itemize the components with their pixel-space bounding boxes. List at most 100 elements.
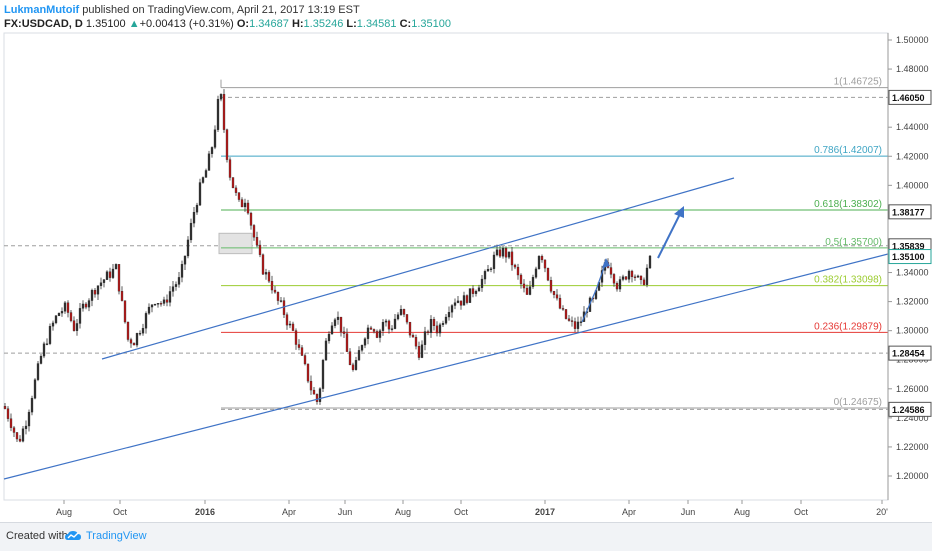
x-tick-label: 2017 — [535, 507, 555, 517]
candle — [48, 323, 52, 346]
candle — [198, 178, 202, 206]
candle — [39, 354, 43, 365]
candle — [411, 333, 415, 338]
candle — [153, 303, 157, 306]
candle-body — [123, 300, 127, 323]
candle-body — [15, 432, 19, 440]
fib-level-label: 1(1.46725) — [834, 77, 882, 88]
candle — [18, 435, 22, 443]
symbol-label[interactable]: FX:USDCAD, D — [4, 18, 83, 30]
candle-body — [465, 295, 469, 303]
x-tick-label: Apr — [622, 507, 636, 517]
x-tick-label: Jun — [338, 507, 353, 517]
channel-lower-line[interactable] — [3, 253, 889, 480]
channel-upper-line[interactable] — [101, 177, 735, 360]
candle-body — [462, 295, 466, 306]
candle-body — [633, 276, 637, 279]
candle — [90, 288, 94, 307]
candle-body — [294, 330, 298, 345]
candle — [351, 362, 355, 372]
candle-body — [381, 322, 385, 331]
candle — [321, 358, 325, 393]
candle-body — [576, 321, 580, 329]
price-chart[interactable]: 1(1.46725) 0.786(1.42007) 0.618(1.38302) 0.… — [0, 0, 932, 522]
candle-body — [567, 318, 571, 321]
author-link[interactable]: LukmanMutoif — [4, 4, 80, 16]
high-value: 1.35246 — [303, 18, 344, 30]
candle — [102, 278, 106, 288]
candle-body — [399, 309, 403, 315]
candle — [255, 231, 259, 248]
candle — [222, 89, 226, 133]
candle — [81, 300, 85, 312]
candle-body — [342, 331, 346, 334]
candle-body — [609, 267, 613, 275]
fibonacci-retracement[interactable]: 1(1.46725) 0.786(1.42007) 0.618(1.38302) 0.… — [220, 77, 888, 409]
candle-body — [534, 268, 538, 278]
candle — [66, 300, 70, 318]
candle — [174, 281, 178, 291]
candle-body — [522, 283, 526, 289]
candle-body — [573, 321, 577, 329]
candle-body — [429, 319, 433, 334]
price-label-text: 1.38177 — [892, 207, 925, 217]
candle — [339, 316, 343, 337]
candle-body — [402, 309, 406, 315]
candle — [156, 303, 160, 308]
candle-body — [54, 315, 58, 324]
candle — [168, 286, 172, 307]
tradingview-brand-link[interactable]: TradingView — [86, 530, 147, 542]
candle — [378, 328, 382, 343]
candle — [264, 268, 268, 280]
projection-arrow-line[interactable] — [657, 211, 682, 259]
candle — [33, 378, 37, 400]
candle — [99, 277, 103, 290]
footer-bar: Created with TradingView — [0, 522, 932, 551]
candle — [87, 298, 91, 312]
candle-body — [12, 427, 16, 433]
candle-body — [630, 270, 634, 278]
fib-level-label: 0(1.24675) — [834, 397, 882, 408]
price-label: 1.24586 — [888, 401, 932, 417]
candle-body — [297, 344, 301, 348]
candle-body — [552, 291, 556, 295]
candle — [528, 280, 532, 296]
candle — [531, 274, 535, 289]
candle-body — [378, 330, 382, 338]
candle-body — [207, 153, 211, 171]
candle-body — [129, 339, 133, 344]
candle — [252, 224, 256, 241]
price-label-text: 1.24586 — [892, 405, 925, 415]
candle — [558, 294, 562, 310]
candle — [327, 331, 331, 344]
candle — [516, 263, 520, 280]
candle-body — [198, 182, 202, 206]
historic-arrow-line[interactable] — [581, 261, 607, 323]
candle-body — [333, 319, 337, 326]
candle-body — [435, 325, 439, 334]
y-tick-label: 1.40000 — [896, 180, 929, 190]
candle-body — [441, 323, 445, 325]
candle-body — [417, 346, 421, 358]
candle — [495, 244, 499, 257]
candle — [534, 266, 538, 279]
candle — [192, 207, 196, 228]
candle — [108, 267, 112, 282]
candle — [318, 387, 322, 405]
price-label-text: 1.35100 — [892, 252, 925, 262]
candle-body — [240, 199, 244, 208]
candle-body — [339, 316, 343, 332]
price-axis: 1.500001.480001.460001.440001.420001.400… — [887, 33, 932, 500]
candle-body — [204, 170, 208, 178]
x-tick-label: Oct — [794, 507, 809, 517]
candle — [237, 192, 241, 202]
candle — [177, 272, 181, 288]
close-label: C: — [399, 18, 412, 30]
chart-grid — [3, 32, 889, 501]
candle — [3, 402, 7, 410]
candle — [441, 320, 445, 327]
candle — [609, 262, 613, 279]
tradingview-cloud-icon — [65, 531, 81, 540]
trend-channel[interactable] — [3, 177, 889, 480]
candle-body — [33, 379, 37, 399]
